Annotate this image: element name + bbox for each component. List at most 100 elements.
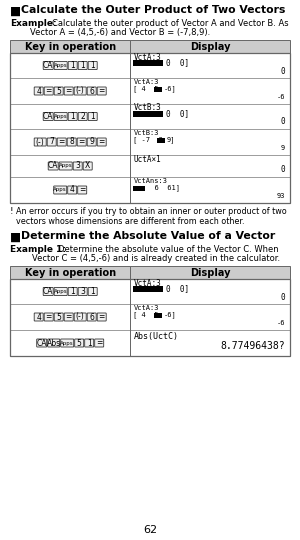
Bar xyxy=(154,86,162,91)
Text: 9: 9 xyxy=(281,145,285,151)
Text: =: = xyxy=(98,86,105,96)
Text: 9: 9 xyxy=(89,138,94,146)
Bar xyxy=(154,313,162,318)
Text: Display: Display xyxy=(190,42,230,51)
Text: 62: 62 xyxy=(143,525,157,535)
FancyBboxPatch shape xyxy=(77,138,86,146)
Text: [ 4  5: [ 4 5 xyxy=(134,312,163,319)
Text: 5: 5 xyxy=(56,86,61,96)
FancyBboxPatch shape xyxy=(54,287,67,295)
Text: VctB:3: VctB:3 xyxy=(134,130,159,136)
Bar xyxy=(130,304,290,330)
FancyBboxPatch shape xyxy=(48,339,60,347)
FancyBboxPatch shape xyxy=(34,313,43,321)
Text: !: ! xyxy=(10,207,14,216)
Bar xyxy=(10,330,130,356)
FancyBboxPatch shape xyxy=(78,186,87,194)
FancyBboxPatch shape xyxy=(37,339,47,347)
FancyBboxPatch shape xyxy=(78,287,87,295)
Text: 9]: 9] xyxy=(167,137,175,144)
Bar xyxy=(134,111,164,117)
FancyBboxPatch shape xyxy=(87,313,96,321)
Text: VctA:3: VctA:3 xyxy=(134,279,161,287)
Bar xyxy=(130,155,290,177)
FancyBboxPatch shape xyxy=(47,138,56,146)
FancyBboxPatch shape xyxy=(97,87,106,95)
Bar xyxy=(130,266,290,279)
Bar xyxy=(10,78,130,104)
FancyBboxPatch shape xyxy=(95,339,104,347)
Text: Calculate the Outer Product of Two Vectors: Calculate the Outer Product of Two Vecto… xyxy=(21,5,285,15)
Text: Vector C = (4,5,-6) and is already created in the calculator.: Vector C = (4,5,-6) and is already creat… xyxy=(32,254,280,263)
Bar xyxy=(130,78,290,104)
Bar xyxy=(134,286,164,292)
Text: -6: -6 xyxy=(277,320,285,326)
Text: CA: CA xyxy=(43,287,53,296)
Text: UctA×1: UctA×1 xyxy=(134,156,161,165)
Bar xyxy=(10,266,130,279)
FancyBboxPatch shape xyxy=(44,87,53,95)
Text: Apps: Apps xyxy=(54,63,68,68)
FancyBboxPatch shape xyxy=(54,112,67,120)
Bar xyxy=(130,40,290,53)
Text: Display: Display xyxy=(190,267,230,278)
Text: 0: 0 xyxy=(280,293,285,301)
Text: 1: 1 xyxy=(90,112,95,121)
Text: =: = xyxy=(65,86,72,96)
Text: 0  0]: 0 0] xyxy=(167,110,190,118)
FancyBboxPatch shape xyxy=(87,138,96,146)
FancyBboxPatch shape xyxy=(43,62,53,70)
Text: Apps: Apps xyxy=(60,341,74,346)
Text: 0  0]: 0 0] xyxy=(167,285,190,294)
FancyBboxPatch shape xyxy=(43,287,53,295)
Text: CA: CA xyxy=(43,112,53,121)
Bar xyxy=(130,53,290,78)
Bar xyxy=(10,104,130,129)
Bar xyxy=(10,129,130,155)
Text: 4: 4 xyxy=(70,186,75,194)
FancyBboxPatch shape xyxy=(75,339,84,347)
Text: Apps: Apps xyxy=(54,289,68,294)
Text: CA: CA xyxy=(43,61,53,70)
FancyBboxPatch shape xyxy=(88,287,97,295)
Text: 2: 2 xyxy=(80,112,85,121)
FancyBboxPatch shape xyxy=(83,162,92,170)
Text: 1: 1 xyxy=(87,339,92,348)
FancyBboxPatch shape xyxy=(34,138,46,146)
FancyBboxPatch shape xyxy=(78,112,87,120)
Bar xyxy=(134,186,146,191)
Text: 4: 4 xyxy=(36,313,41,321)
Bar xyxy=(10,177,130,203)
Text: 7: 7 xyxy=(49,138,54,146)
Text: =: = xyxy=(58,138,65,146)
FancyBboxPatch shape xyxy=(44,313,53,321)
Bar xyxy=(10,279,130,304)
Bar xyxy=(10,155,130,177)
Text: Abs: Abs xyxy=(46,339,61,348)
Bar xyxy=(10,279,290,356)
FancyBboxPatch shape xyxy=(54,186,67,194)
Text: VctA:3: VctA:3 xyxy=(134,305,159,311)
Text: VctA:3: VctA:3 xyxy=(134,79,159,85)
FancyBboxPatch shape xyxy=(97,138,106,146)
Bar xyxy=(10,304,130,330)
Text: 1: 1 xyxy=(70,112,75,121)
Text: CA: CA xyxy=(48,161,58,171)
FancyBboxPatch shape xyxy=(54,313,63,321)
Bar xyxy=(130,330,290,356)
Text: =: = xyxy=(65,313,72,321)
Text: =: = xyxy=(98,138,105,146)
Text: (-): (-) xyxy=(76,86,85,96)
Text: =: = xyxy=(79,138,85,146)
FancyBboxPatch shape xyxy=(87,87,96,95)
FancyBboxPatch shape xyxy=(97,313,106,321)
Text: 3: 3 xyxy=(80,287,85,296)
Text: VctB:3: VctB:3 xyxy=(134,104,161,112)
Bar xyxy=(130,177,290,203)
FancyBboxPatch shape xyxy=(85,339,94,347)
Text: 3: 3 xyxy=(75,161,80,171)
FancyBboxPatch shape xyxy=(68,186,77,194)
FancyBboxPatch shape xyxy=(43,112,53,120)
Text: VctA:3: VctA:3 xyxy=(134,52,161,62)
Text: Key in operation: Key in operation xyxy=(25,267,116,278)
